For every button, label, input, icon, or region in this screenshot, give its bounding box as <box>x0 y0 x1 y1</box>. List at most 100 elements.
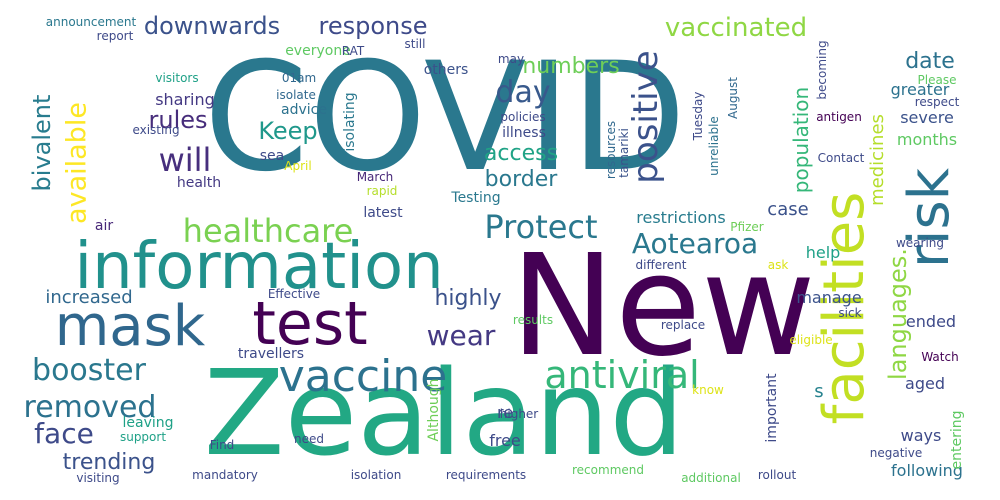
word-recommend: recommend <box>572 463 644 477</box>
word-trending: trending <box>62 450 156 475</box>
word-existing: existing <box>132 123 180 137</box>
word-s: s <box>814 381 824 402</box>
word-visiting: visiting <box>76 471 120 485</box>
word-increased: increased <box>45 287 133 308</box>
word-test: test <box>252 289 368 359</box>
word-others: others <box>423 62 469 78</box>
word-available: available <box>61 102 93 224</box>
word-rules: rules <box>148 106 208 134</box>
word-rat: RAT <box>341 44 365 58</box>
word-additional: additional <box>681 471 741 485</box>
word-wearing: wearing <box>895 236 945 250</box>
word-tamariki: tamariki <box>617 128 631 178</box>
word-support: support <box>119 430 167 444</box>
word-following: following <box>891 461 963 480</box>
word-unreliable: unreliable <box>707 116 721 176</box>
word-severe: severe <box>900 108 954 127</box>
word-new: New <box>510 225 816 388</box>
word-still: still <box>404 37 426 51</box>
word-downwards: downwards <box>143 12 281 40</box>
word-eligible: eligible <box>789 333 833 347</box>
word-response: response <box>318 12 428 40</box>
word-everyone: everyone <box>285 43 351 59</box>
word-sharing: sharing <box>155 90 215 109</box>
word-positive: positive <box>626 50 666 184</box>
word-highly: highly <box>434 286 502 311</box>
word-isolation: isolation <box>350 468 402 482</box>
word-requirements: requirements <box>445 468 527 482</box>
word-testing: Testing <box>451 190 501 206</box>
word-negative: negative <box>869 446 923 460</box>
word-help: help <box>805 243 841 262</box>
word-zealand: Zealand <box>203 344 685 482</box>
word-day: day <box>495 75 551 110</box>
word-important: important <box>764 373 780 443</box>
word-sea: sea <box>259 148 285 164</box>
word-removed: removed <box>23 390 157 425</box>
word-information: information <box>74 230 444 304</box>
word-aged: aged <box>905 374 945 393</box>
word-policies: policies <box>500 110 546 124</box>
word-contact: Contact <box>817 151 865 165</box>
word-restrictions: restrictions <box>636 208 726 227</box>
word-august: August <box>726 77 740 119</box>
word-mandatory: mandatory <box>192 468 258 482</box>
word-bivalent: bivalent <box>28 94 56 192</box>
word-protect: Protect <box>484 208 598 246</box>
word-leaving: leaving <box>122 415 174 431</box>
word-watch: Watch <box>921 350 959 364</box>
word-rollout: rollout <box>757 468 797 482</box>
word-may: may <box>497 52 525 66</box>
word-antiviral: antiviral <box>544 353 700 397</box>
word-need: need <box>294 432 324 446</box>
word-free: free <box>489 431 521 450</box>
word-face: face <box>34 417 94 450</box>
word-results: results <box>512 313 554 327</box>
word-effective: Effective <box>267 287 321 301</box>
word-march: March <box>356 170 394 184</box>
word-announcement: announcement <box>45 15 137 29</box>
word-keep: Keep <box>258 117 318 145</box>
word-please: Please <box>917 73 957 87</box>
word-know: know <box>692 383 724 397</box>
word-wear: wear <box>426 319 496 352</box>
word-sick: sick <box>838 306 862 320</box>
word-although: Although <box>426 378 442 442</box>
word-covid: COVID <box>203 31 687 205</box>
word-aotearoa: Aotearoa <box>631 227 759 260</box>
word-replace: replace <box>660 318 706 332</box>
word-ways: ways <box>900 426 942 445</box>
word-resources: resources <box>604 120 618 180</box>
word-vaccinated: vaccinated <box>664 13 808 43</box>
word-will: will <box>158 141 212 179</box>
word-isolating: isolating <box>342 92 358 152</box>
word-months: months <box>896 130 958 149</box>
word-pfizer: Pfizer <box>730 220 764 234</box>
word-isolate: isolate <box>276 88 316 102</box>
word-01am: 01am <box>281 71 317 85</box>
word-higher: higher <box>499 407 539 421</box>
word-healthcare: healthcare <box>182 212 354 250</box>
word-health: health <box>176 175 222 191</box>
word-april: April <box>284 159 312 173</box>
word-latest: latest <box>363 205 403 221</box>
word-medicines: medicines <box>867 114 888 206</box>
word-ask: ask <box>767 258 789 272</box>
word-antigen: antigen <box>816 110 862 124</box>
word-visitors: visitors <box>155 71 199 85</box>
word-vaccine: vaccine <box>278 351 448 402</box>
word-manage: manage <box>796 288 862 307</box>
word-different: different <box>635 258 687 272</box>
word-border: border <box>484 167 558 192</box>
word-respect: respect <box>914 95 960 109</box>
word-population: population <box>789 86 813 194</box>
word-report: report <box>96 29 134 43</box>
word-ended: ended <box>905 312 957 331</box>
word-tuesday: Tuesday <box>691 91 705 141</box>
word-re: re <box>496 403 514 422</box>
word-illness: illness <box>502 125 546 141</box>
word-access: access <box>483 141 559 166</box>
word-date: date <box>905 49 955 74</box>
word-advice: advice <box>281 102 327 118</box>
